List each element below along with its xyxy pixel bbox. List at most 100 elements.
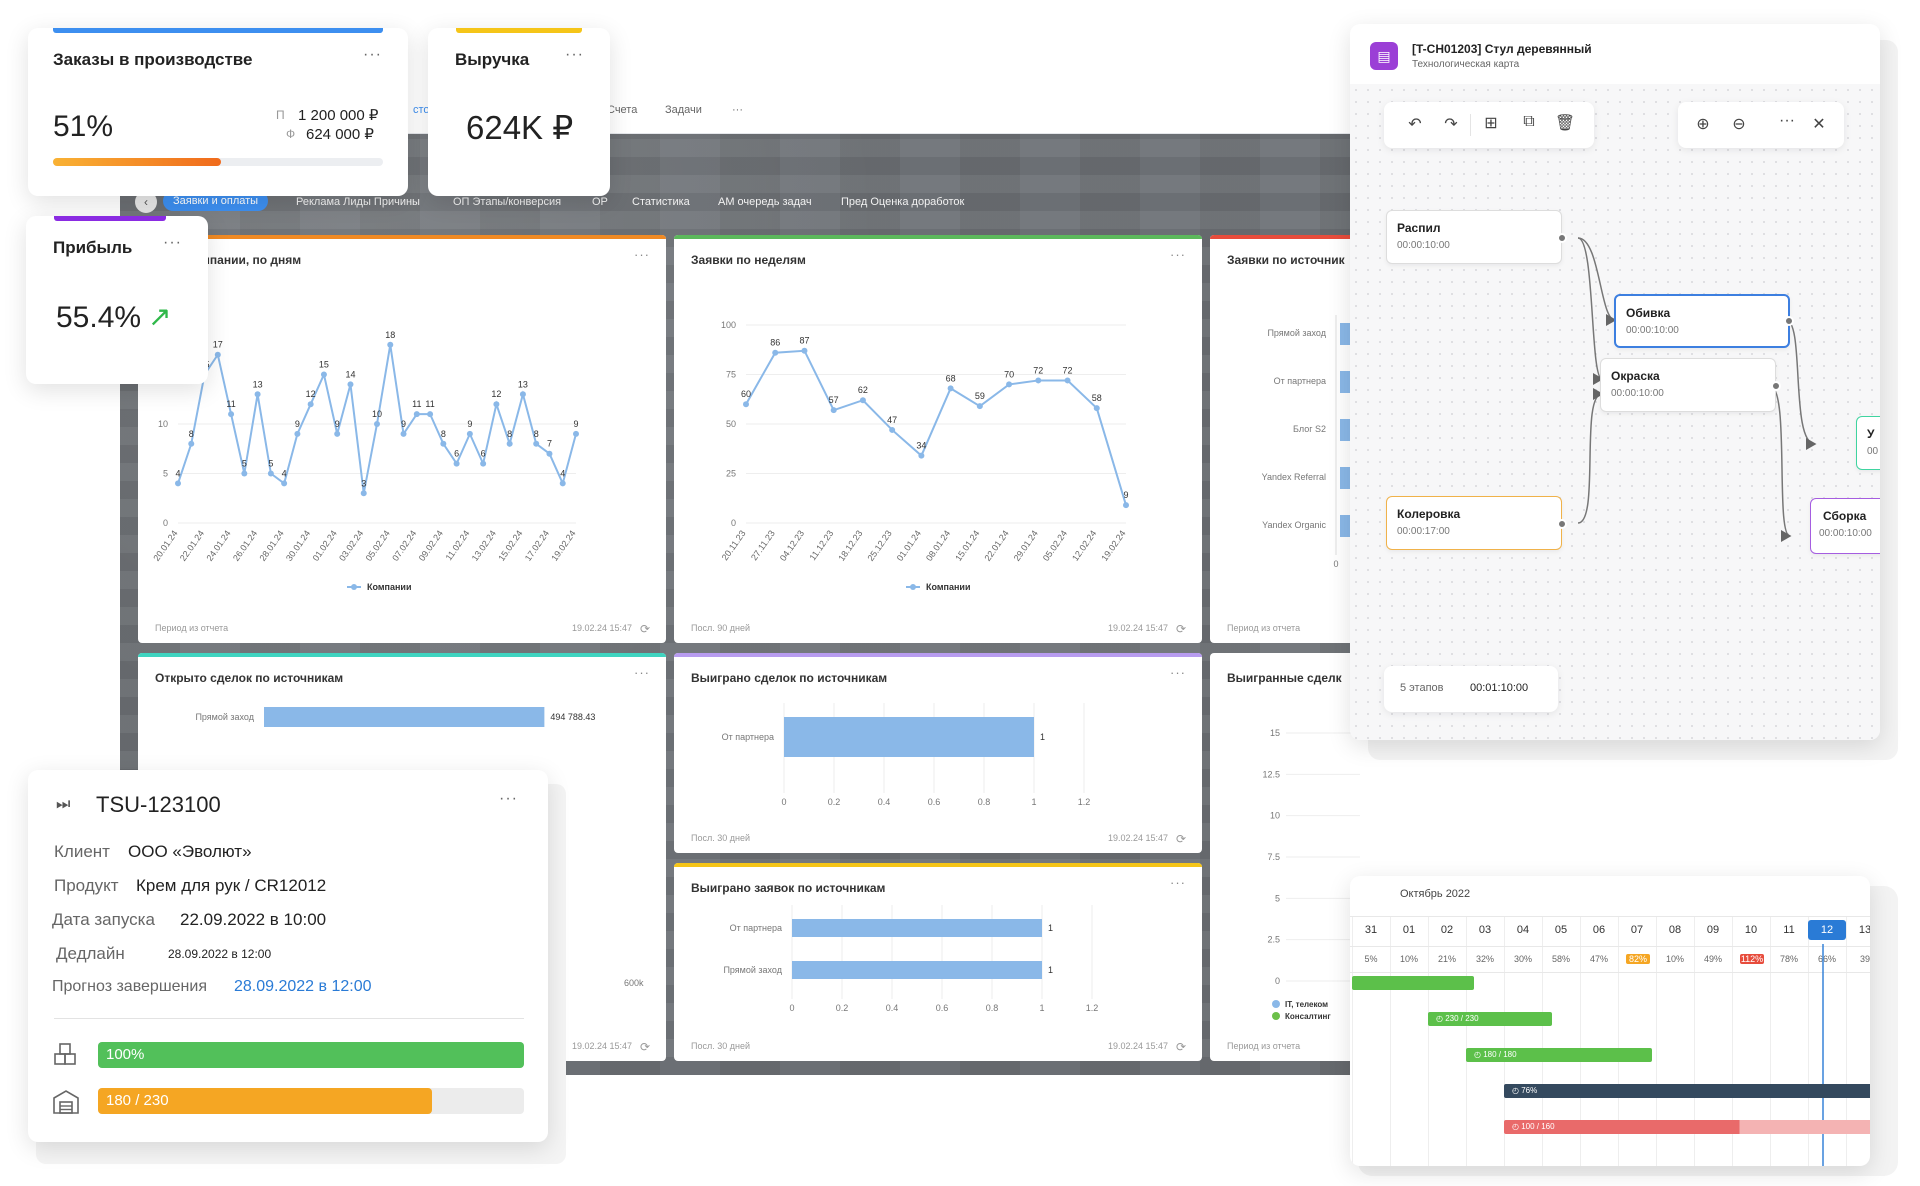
bar-chart-opened: Прямой заход 494 788.43 600k bbox=[195, 707, 644, 988]
gantt-load-percent: 58% bbox=[1551, 954, 1570, 964]
tab-more[interactable]: ··· bbox=[732, 104, 743, 116]
gantt-task-bar[interactable] bbox=[1352, 976, 1474, 990]
zoom-out-icon[interactable]: ⊖ bbox=[1732, 116, 1746, 133]
node-upholstery[interactable]: Обивка 00:00:10:00 bbox=[1614, 294, 1794, 348]
forecast-value[interactable]: 28.09.2022 в 12:00 bbox=[234, 978, 372, 995]
refresh-icon[interactable]: ⟳ bbox=[639, 1040, 650, 1054]
trend-up-icon: ↗ bbox=[148, 301, 172, 332]
widget-menu-button[interactable]: ··· bbox=[363, 46, 382, 63]
chevron-left-icon[interactable]: ‹ bbox=[135, 191, 157, 213]
gantt-day-label[interactable]: 31 bbox=[1364, 924, 1378, 936]
subtab-statistics[interactable]: Статистика bbox=[632, 196, 690, 208]
zoom-in-icon[interactable]: ⊕ bbox=[1696, 116, 1710, 133]
order-card[interactable]: ⏭ TSU-123100 ··· Клиент ООО «Эволют» Про… bbox=[28, 770, 548, 1142]
gantt-day-label[interactable]: 01 bbox=[1402, 924, 1416, 936]
refresh-icon[interactable]: ⟳ bbox=[639, 622, 650, 636]
gantt-day-label[interactable]: 12 bbox=[1808, 920, 1846, 940]
subtab-ads[interactable]: Реклама Лиды Причины bbox=[296, 196, 420, 208]
widget-profit[interactable]: Прибыль ··· 55.4% ↗ bbox=[26, 216, 208, 384]
data-point bbox=[440, 440, 447, 447]
gantt-panel[interactable]: Октябрь 2022 31 5% 01 10% 02 21% 03 32% 04 30% 05 5… bbox=[1350, 876, 1870, 1166]
node-coloring[interactable]: Колеровка 00:00:17:00 bbox=[1386, 496, 1567, 550]
card-menu-button[interactable]: ··· bbox=[634, 665, 650, 680]
flow-canvas[interactable] bbox=[1350, 84, 1880, 740]
deadline-value: 28.09.2022 в 12:00 bbox=[168, 947, 272, 961]
node-painting[interactable]: Окраска 00:00:10:00 bbox=[1600, 358, 1781, 412]
subtab-estimates[interactable]: Пред Оценка доработок bbox=[841, 196, 965, 208]
tech-card-window[interactable]: ▤ [T-CH01203] Стул деревянный Технологич… bbox=[1350, 24, 1880, 740]
widget-orders-in-production[interactable]: Заказы в производстве ··· 51% П 1 200 00… bbox=[28, 28, 408, 196]
node-port[interactable] bbox=[1557, 519, 1567, 529]
gantt-day-label[interactable]: 05 bbox=[1554, 924, 1568, 936]
close-icon[interactable]: ✕ bbox=[1812, 116, 1826, 133]
gantt-day-label[interactable]: 11 bbox=[1783, 924, 1795, 936]
gantt-day-label[interactable]: 02 bbox=[1440, 924, 1454, 936]
node-port[interactable] bbox=[1771, 381, 1781, 391]
gantt-day-label[interactable]: 09 bbox=[1706, 924, 1720, 936]
delete-icon[interactable]: 🗑 bbox=[1554, 115, 1576, 132]
subtab-or[interactable]: ОР bbox=[592, 196, 608, 208]
card-won-deals: Выиграно сделок по источникам ··· 0 0.2 0.… bbox=[674, 653, 1202, 853]
subtab-am-queue[interactable]: АМ очередь задач bbox=[718, 196, 812, 208]
x-tick-label: 0.6 bbox=[928, 797, 941, 807]
add-node-icon[interactable]: ⊞ bbox=[1484, 115, 1498, 132]
data-point bbox=[374, 421, 380, 427]
gantt-task-bar[interactable]: ◴ 230 / 230 bbox=[1428, 1012, 1552, 1026]
refresh-icon[interactable]: ⟳ bbox=[1175, 832, 1186, 846]
node-port[interactable] bbox=[1784, 316, 1794, 326]
copy-icon[interactable]: ⧉ bbox=[1523, 113, 1535, 130]
node-assembly[interactable]: Сборка 00:00:10:00 bbox=[1810, 498, 1880, 554]
gantt-day-label[interactable]: 13 bbox=[1858, 924, 1870, 936]
node-port[interactable] bbox=[1557, 233, 1567, 243]
revenue-value: 624K ₽ bbox=[466, 109, 574, 146]
refresh-icon[interactable]: ⟳ bbox=[1175, 1040, 1186, 1054]
tab-desktop[interactable]: сто bbox=[413, 104, 430, 116]
tab-invoices[interactable]: Счета bbox=[607, 104, 638, 116]
widget-revenue[interactable]: Выручка ··· 624K ₽ bbox=[428, 28, 610, 196]
card-menu-button[interactable]: ··· bbox=[1170, 247, 1186, 262]
data-label: 47 bbox=[887, 415, 897, 425]
refresh-icon[interactable]: ⟳ bbox=[1175, 622, 1186, 636]
gantt-row-divider bbox=[1350, 946, 1870, 947]
data-point bbox=[267, 470, 274, 477]
gantt-day-label[interactable]: 04 bbox=[1516, 924, 1530, 936]
widget-menu-button[interactable]: ··· bbox=[565, 46, 584, 63]
subtab-requests-payments[interactable]: Заявки и оплаты bbox=[163, 191, 269, 211]
gantt-day-label[interactable]: 10 bbox=[1744, 924, 1758, 936]
data-point bbox=[519, 391, 526, 398]
y-tick-label: 0 bbox=[163, 518, 168, 528]
data-point bbox=[241, 470, 248, 477]
play-next-icon[interactable]: ⏭ bbox=[56, 796, 71, 813]
gantt-day-label[interactable]: 03 bbox=[1478, 924, 1492, 936]
orders-percent: 51% bbox=[53, 110, 114, 143]
data-point bbox=[334, 430, 341, 437]
gantt-task-bar[interactable]: ◴ 180 / 180 bbox=[1466, 1048, 1653, 1062]
gantt-day-label[interactable]: 08 bbox=[1668, 924, 1682, 936]
data-label: 13 bbox=[518, 379, 528, 389]
widget-title: Выручка bbox=[455, 50, 530, 69]
gantt-column bbox=[1732, 916, 1770, 1166]
gantt-day-label[interactable]: 06 bbox=[1592, 924, 1606, 936]
subtab-stages[interactable]: ОП Этапы/конверсия bbox=[453, 196, 562, 208]
order-menu-button[interactable]: ··· bbox=[499, 790, 518, 807]
widget-menu-button[interactable]: ··· bbox=[163, 234, 182, 251]
node-title: Распил bbox=[1397, 221, 1441, 235]
data-point bbox=[214, 351, 221, 358]
data-label: 12 bbox=[491, 389, 501, 399]
x-tick-label: 19.02.24 bbox=[549, 528, 577, 562]
gantt-task-bar[interactable]: ◴ 76% bbox=[1504, 1084, 1870, 1098]
card-menu-button[interactable]: ··· bbox=[634, 247, 650, 262]
data-label: 72 bbox=[1033, 365, 1043, 375]
data-label: 4 bbox=[175, 468, 180, 478]
tab-tasks[interactable]: Задачи bbox=[665, 104, 702, 116]
gantt-task-bar[interactable]: ◴ 100 / 160 bbox=[1504, 1120, 1870, 1134]
bar bbox=[1340, 467, 1350, 489]
card-menu-button[interactable]: ··· bbox=[1170, 665, 1186, 680]
more-icon[interactable]: ··· bbox=[1779, 112, 1795, 129]
undo-icon[interactable]: ↶ bbox=[1408, 116, 1422, 133]
card-menu-button[interactable]: ··· bbox=[1170, 875, 1186, 890]
redo-icon[interactable]: ↷ bbox=[1444, 116, 1458, 133]
gantt-day-label[interactable]: 07 bbox=[1630, 924, 1644, 936]
node-partial[interactable]: У 00 bbox=[1856, 416, 1880, 470]
node-sawing[interactable]: Распил 00:00:10:00 bbox=[1386, 210, 1567, 264]
